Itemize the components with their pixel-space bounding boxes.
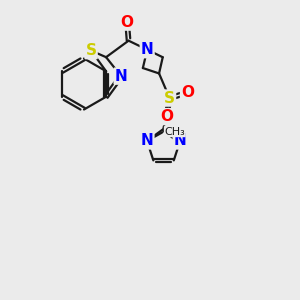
- Text: S: S: [85, 43, 97, 58]
- Text: N: N: [174, 134, 187, 148]
- Text: N: N: [115, 69, 128, 84]
- Text: N: N: [141, 42, 154, 57]
- Text: CH₃: CH₃: [164, 127, 185, 136]
- Text: N: N: [141, 134, 153, 148]
- Text: O: O: [160, 109, 173, 124]
- Text: O: O: [121, 15, 134, 30]
- Text: O: O: [181, 85, 194, 100]
- Text: S: S: [164, 91, 175, 106]
